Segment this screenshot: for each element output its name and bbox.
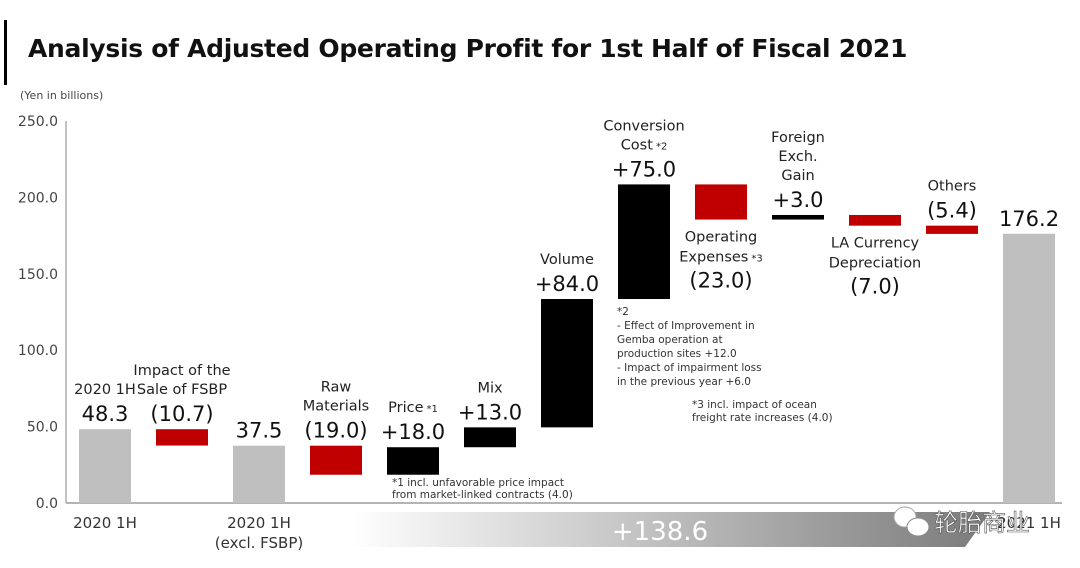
bar-increase xyxy=(387,447,439,475)
bar-increase xyxy=(464,427,516,448)
bar-category-label: Volume xyxy=(540,252,594,268)
bar-category-label: Materials xyxy=(303,399,369,415)
watermark-text: 轮胎商业 xyxy=(934,509,1030,537)
bar-category-label: Exch. xyxy=(778,149,817,165)
total-change-band xyxy=(350,512,990,547)
bar-increase xyxy=(772,214,824,220)
bar-category-label: Impact of the xyxy=(133,363,230,379)
bar-total xyxy=(1003,233,1055,503)
bar-category-label: Expenses *3 xyxy=(679,250,762,266)
bar-decrease xyxy=(849,214,901,226)
bar-category-label: LA Currency xyxy=(831,236,920,252)
bar-value-label: (23.0) xyxy=(689,269,752,293)
y-tick-label: 50.0 xyxy=(27,420,58,436)
bar-value-label: +84.0 xyxy=(535,272,599,296)
bar-category-label: Gain xyxy=(781,168,814,184)
bar-total xyxy=(233,445,285,503)
bar-value-label: (10.7) xyxy=(150,402,213,426)
bar-total xyxy=(79,429,131,503)
footnote-1: *1 incl. unfavorable price impact xyxy=(392,477,564,489)
total-change-label: +138.6 xyxy=(612,517,708,547)
x-axis-label: 2021 1H xyxy=(997,514,1061,532)
y-tick-label: 200.0 xyxy=(18,190,58,206)
bar-category-label: 2020 1H xyxy=(74,382,136,398)
y-tick-label: 150.0 xyxy=(18,267,58,283)
title-accent-bar xyxy=(4,20,7,85)
footnote-2: Gemba operation at xyxy=(617,334,723,346)
bar-category-label: Others xyxy=(928,179,977,195)
bar-category-label: Depreciation xyxy=(829,256,922,272)
bar-value-label: 48.3 xyxy=(82,402,129,426)
bar-value-label: +13.0 xyxy=(458,400,522,424)
page-title: Analysis of Adjusted Operating Profit fo… xyxy=(28,34,908,63)
y-tick-label: 250.0 xyxy=(18,114,58,130)
bar-value-label: (19.0) xyxy=(304,419,367,443)
bar-value-label: +75.0 xyxy=(612,157,676,181)
footnote-3: freight rate increases (4.0) xyxy=(692,412,833,424)
bar-decrease xyxy=(926,225,978,234)
bar-category-label: Operating xyxy=(685,230,758,246)
bar-decrease xyxy=(310,445,362,475)
footnote-2: - Effect of Improvement in xyxy=(617,320,755,332)
bar-category-label: Foreign xyxy=(771,130,825,146)
footnote-2: - Impact of impairment loss xyxy=(617,362,762,374)
wechat-icon xyxy=(893,506,930,537)
bar-value-label: 176.2 xyxy=(999,207,1059,231)
footnote-1: from market-linked contracts (4.0) xyxy=(392,489,573,501)
footnote-2: *2 xyxy=(617,306,629,318)
bar-category-label: Sale of FSBP xyxy=(137,382,227,398)
unit-label: (Yen in billions) xyxy=(20,89,104,102)
bar-decrease xyxy=(695,184,747,220)
footnote-2: in the previous year +6.0 xyxy=(617,376,751,388)
x-axis-label: 2020 1H xyxy=(73,514,137,532)
bar-category-label: Mix xyxy=(477,380,503,396)
footnote-2: production sites +12.0 xyxy=(617,348,737,360)
y-tick-label: 100.0 xyxy=(18,343,58,359)
bar-category-label: Conversion xyxy=(603,118,684,134)
bar-category-label: Price *1 xyxy=(388,400,438,416)
bar-decrease xyxy=(156,429,208,446)
bar-value-label: (7.0) xyxy=(850,275,900,299)
bar-increase xyxy=(541,299,593,428)
bar-increase xyxy=(618,184,670,300)
x-axis-label: (excl. FSBP) xyxy=(215,534,303,552)
bar-value-label: +18.0 xyxy=(381,420,445,444)
footnote-3: *3 incl. impact of ocean xyxy=(692,399,817,411)
bar-category-label: Cost *2 xyxy=(621,137,668,153)
bar-value-label: +3.0 xyxy=(773,188,824,212)
bar-value-label: 37.5 xyxy=(236,419,283,443)
x-axis-label: 2020 1H xyxy=(227,514,291,532)
bar-value-label: (5.4) xyxy=(927,199,977,223)
y-tick-label: 0.0 xyxy=(36,496,58,512)
bar-category-label: Raw xyxy=(321,380,352,396)
